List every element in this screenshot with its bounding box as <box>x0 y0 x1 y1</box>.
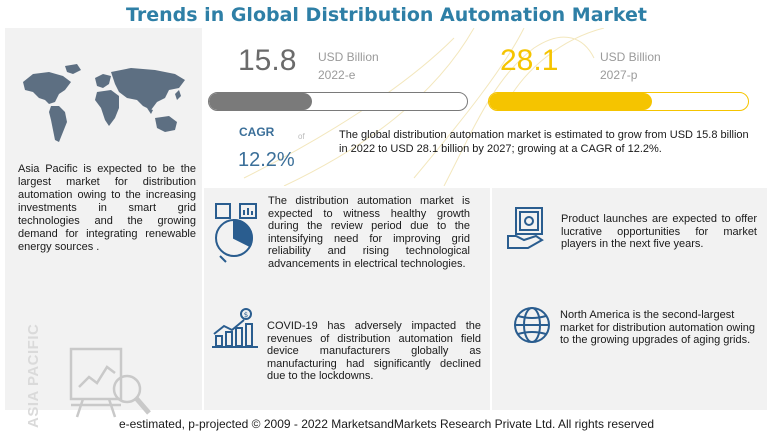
growth-insight-text: The distribution automation market is ex… <box>268 195 470 270</box>
cagr-of-text: of <box>298 132 305 141</box>
asia-pacific-panel: Asia Pacific is expected to be the large… <box>5 28 202 428</box>
north-america-text: North America is the second-largest mark… <box>560 309 756 346</box>
product-launch-text: Product launches are expected to offer l… <box>561 213 757 250</box>
current-market-value: 15.8 <box>238 44 297 77</box>
cagr-value: 12.2% <box>238 149 295 171</box>
projected-market-bar-fill <box>489 93 653 110</box>
decorative-swirl <box>243 28 605 186</box>
analytics-magnifier-icon <box>69 347 151 418</box>
copyright-footer: e-estimated, p-projected © 2009 - 2022 M… <box>118 417 655 431</box>
covid-insight-text: COVID-19 has adversely impacted the reve… <box>267 320 481 382</box>
asia-pacific-vertical-label: ASIA PACIFIC <box>25 323 42 428</box>
middle-insights-panel: The distribution automation market is ex… <box>204 188 490 410</box>
current-market-unit: USD Billion <box>318 50 379 64</box>
market-summary: The global distribution automation marke… <box>339 129 749 155</box>
revenue-chart-icon: $ <box>212 308 258 348</box>
market-size-panel: 15.8 USD Billion 2022-e 28.1 USD Billion… <box>204 28 767 186</box>
page-title: Trends in Global Distribution Automation… <box>126 4 647 26</box>
projected-market-year: 2027-p <box>600 68 638 82</box>
current-market-year: 2022-e <box>318 68 356 82</box>
world-map-icon <box>23 64 185 142</box>
money-hand-icon <box>507 207 544 249</box>
growth-analysis-icon <box>215 203 257 263</box>
projected-market-bar <box>488 92 749 111</box>
current-market-bar <box>208 92 468 111</box>
projected-market-unit: USD Billion <box>600 50 661 64</box>
asia-pacific-description: Asia Pacific is expected to be the large… <box>18 163 196 253</box>
svg-text:$: $ <box>244 311 248 319</box>
globe-icon <box>514 307 550 343</box>
current-market-bar-fill <box>209 93 313 110</box>
projected-market-value: 28.1 <box>500 44 559 77</box>
cagr-label: CAGR <box>239 125 275 139</box>
right-insights-panel: Product launches are expected to offer l… <box>492 188 767 410</box>
